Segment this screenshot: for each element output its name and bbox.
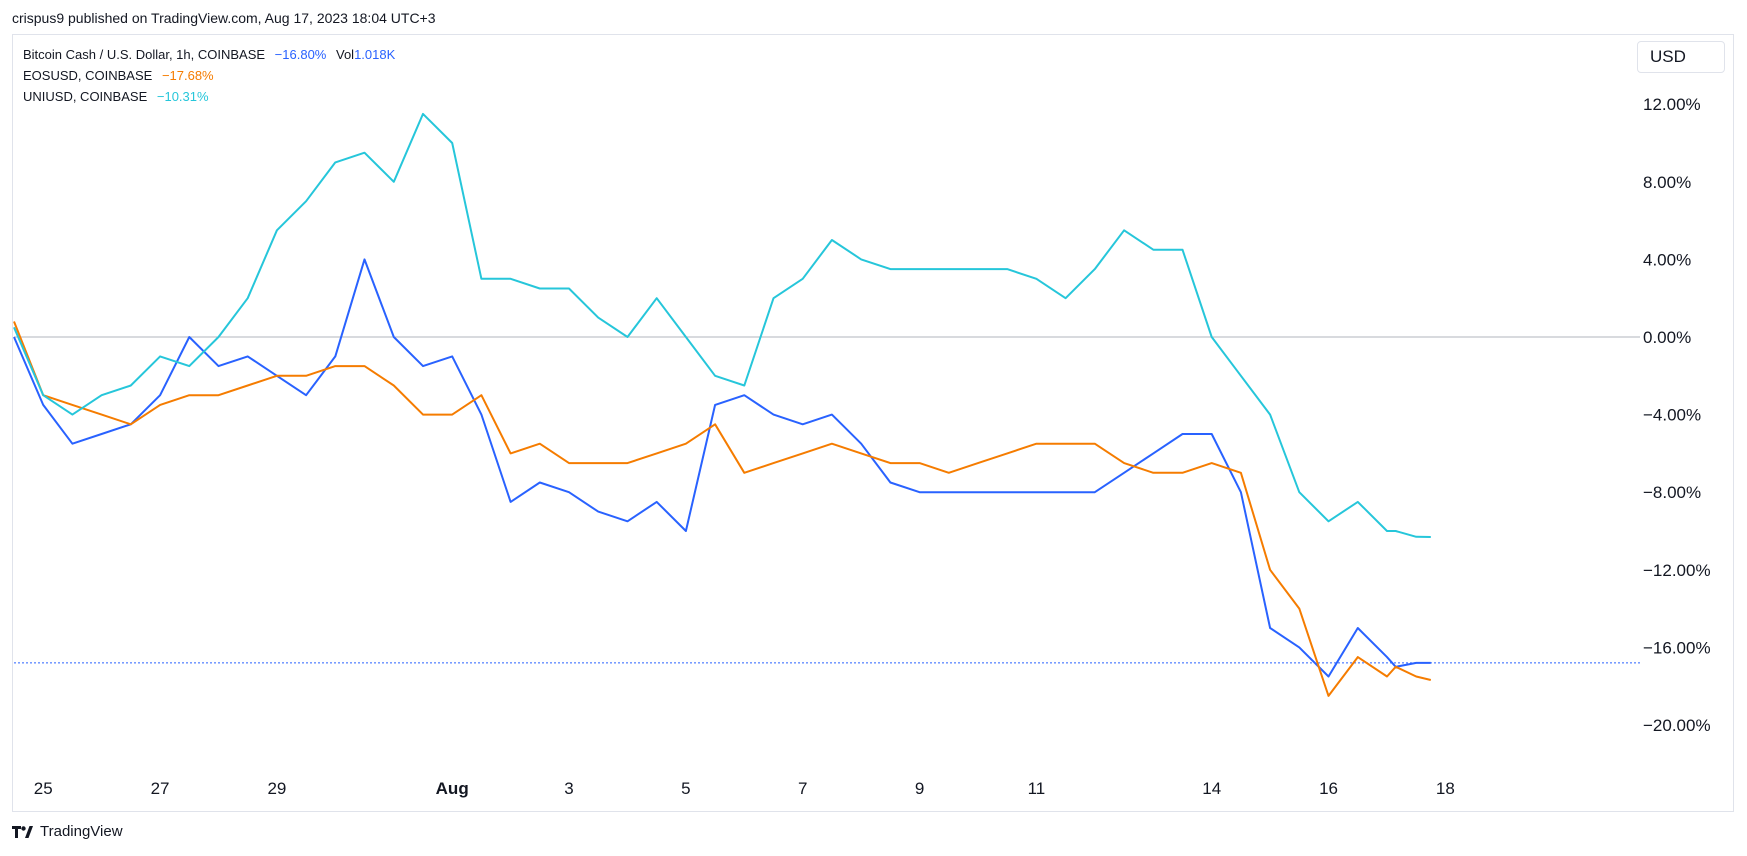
legend-value-uni: −10.31%	[156, 89, 209, 104]
series-line-2	[13, 112, 1431, 538]
chart-frame	[12, 34, 1734, 812]
x-tick-label: 27	[151, 779, 170, 798]
x-tick-label: 16	[1319, 779, 1338, 798]
tradingview-logo-icon	[12, 825, 33, 838]
legend-volume-label: Vol	[335, 47, 355, 62]
legend-row-uni[interactable]: UNIUSD, COINBASE −10.31%	[23, 86, 401, 107]
legend-label-bch: Bitcoin Cash / U.S. Dollar, 1h, COINBASE	[23, 47, 266, 62]
y-tick-label: 4.00%	[1643, 250, 1691, 269]
legend-volume-value: 1.018K	[354, 47, 396, 62]
x-axis: 25 27 29 Aug 3 5 7 9 11 14 16 18	[34, 779, 1455, 798]
x-tick-label: 18	[1436, 779, 1455, 798]
x-tick-label: 7	[798, 779, 807, 798]
footer-brand-label: TradingView	[40, 823, 123, 840]
y-tick-label: −16.00%	[1643, 638, 1711, 657]
y-tick-label: 8.00%	[1643, 173, 1691, 192]
x-tick-label: 3	[564, 779, 573, 798]
publish-caption: crispus9 published on TradingView.com, A…	[12, 10, 436, 26]
chart-legend: Bitcoin Cash / U.S. Dollar, 1h, COINBASE…	[23, 44, 401, 107]
y-tick-label: −4.00%	[1643, 406, 1701, 425]
legend-label-uni: UNIUSD, COINBASE	[23, 89, 148, 104]
series-line-1	[13, 321, 1432, 697]
legend-label-eos: EOSUSD, COINBASE	[23, 68, 153, 83]
x-tick-label: 5	[681, 779, 690, 798]
x-tick-label: 9	[915, 779, 924, 798]
series-line-0	[13, 258, 1431, 678]
y-tick-label: −20.00%	[1643, 716, 1711, 735]
legend-row-eos[interactable]: EOSUSD, COINBASE −17.68%	[23, 65, 401, 86]
y-tick-label: 0.00%	[1643, 328, 1691, 347]
legend-value-eos: −17.68%	[161, 68, 214, 83]
y-tick-label: −8.00%	[1643, 483, 1701, 502]
y-tick-label: −12.00%	[1643, 561, 1711, 580]
y-tick-label: 12.00%	[1643, 95, 1701, 114]
legend-row-bch[interactable]: Bitcoin Cash / U.S. Dollar, 1h, COINBASE…	[23, 44, 401, 65]
y-axis: 12.00% 8.00% 4.00% 0.00% −4.00% −8.00% −12.00%…	[1643, 95, 1711, 735]
chart-series-layer	[13, 112, 1432, 697]
chart-grid	[14, 336, 1640, 664]
x-tick-label: 29	[267, 779, 286, 798]
footer-brand[interactable]: TradingView	[12, 823, 123, 840]
legend-value-bch: −16.80%	[274, 47, 327, 62]
currency-button[interactable]: USD	[1637, 41, 1725, 73]
x-tick-label: 14	[1202, 779, 1221, 798]
x-tick-label: 11	[1028, 779, 1046, 798]
x-tick-label: Aug	[436, 779, 469, 798]
x-tick-label: 25	[34, 779, 53, 798]
